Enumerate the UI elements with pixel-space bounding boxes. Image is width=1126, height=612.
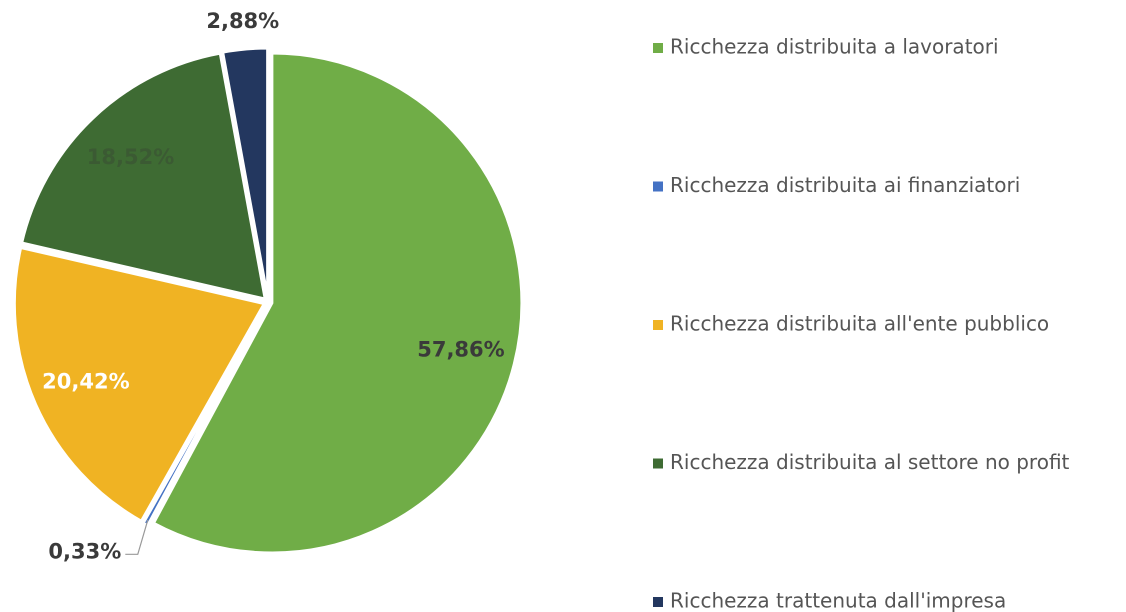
data-label: 0,33% bbox=[48, 539, 121, 563]
legend-label: Ricchezza trattenuta dall'impresa bbox=[670, 589, 1006, 612]
data-label: 2,88% bbox=[206, 9, 279, 33]
legend-marker bbox=[653, 181, 663, 192]
data-label: 20,42% bbox=[42, 369, 129, 393]
legend-marker bbox=[653, 458, 663, 469]
legend-label: Ricchezza distribuita all'ente pubblico bbox=[670, 312, 1049, 336]
pie-slice bbox=[19, 51, 268, 302]
legend-marker bbox=[653, 43, 663, 53]
legend-label: Ricchezza distribuita ai finanziatori bbox=[670, 173, 1020, 197]
data-label: 57,86% bbox=[417, 338, 504, 362]
pie-slice bbox=[151, 51, 524, 555]
legend-marker bbox=[653, 320, 663, 330]
data-label: 18,52% bbox=[87, 145, 174, 169]
leader-line bbox=[125, 519, 149, 555]
legend-label: Ricchezza distribuita al settore no prof… bbox=[670, 450, 1070, 474]
pie-slice bbox=[12, 245, 267, 524]
pie-slice bbox=[220, 46, 270, 299]
legend-marker bbox=[653, 597, 663, 607]
pie-slice bbox=[141, 304, 268, 528]
legend-label: Ricchezza distribuita a lavoratori bbox=[670, 35, 999, 59]
